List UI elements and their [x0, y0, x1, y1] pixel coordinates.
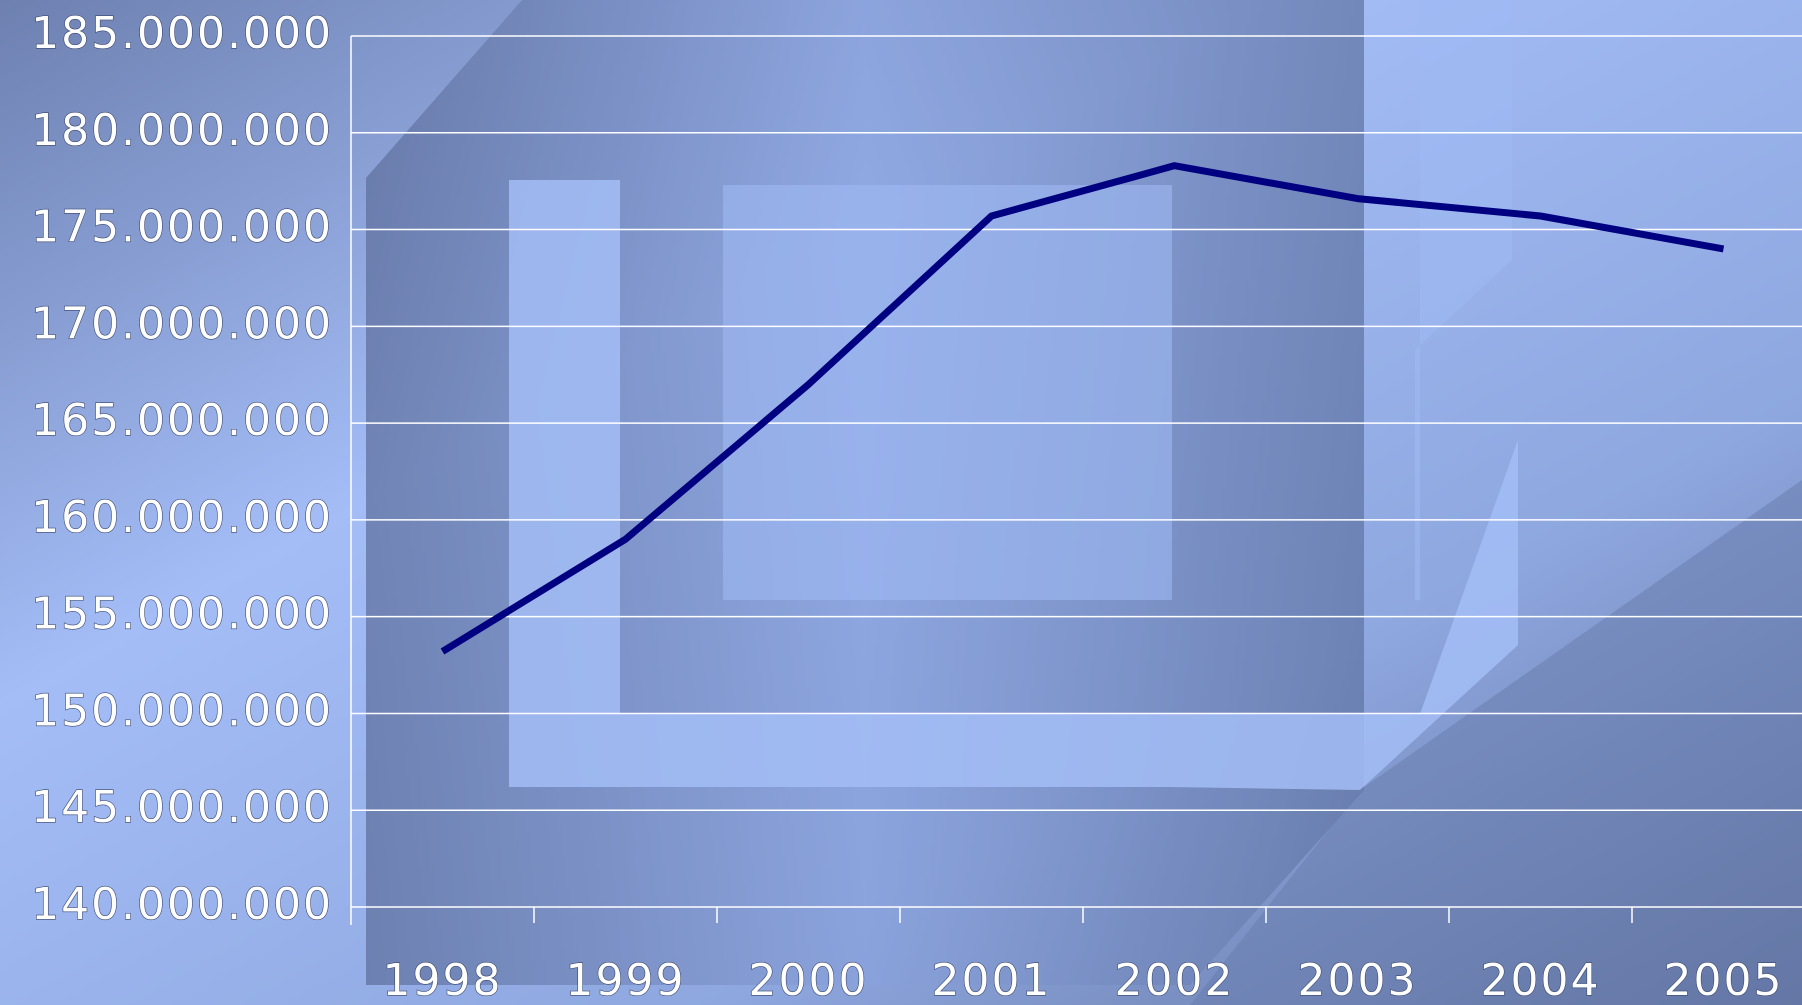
x-tick-label: 1998: [383, 955, 503, 1005]
y-tick-label: 145.000.000: [31, 782, 333, 833]
decoration: [723, 0, 1512, 600]
y-tick-label: 155.000.000: [31, 589, 333, 640]
y-tick-label: 180.000.000: [31, 105, 333, 156]
x-tick-label: 1999: [566, 955, 686, 1005]
y-tick-label: 165.000.000: [31, 395, 333, 446]
x-tick-label: 2003: [1298, 955, 1418, 1005]
y-tick-label: 175.000.000: [31, 202, 333, 253]
x-tick-label: 2001: [932, 955, 1052, 1005]
decoration: [509, 180, 1518, 790]
x-tick-label: 2000: [749, 955, 869, 1005]
y-tick-label: 140.000.000: [31, 879, 333, 930]
x-tick-label: 2005: [1664, 955, 1784, 1005]
y-tick-label: 160.000.000: [31, 492, 333, 543]
decoration: [1190, 480, 1802, 1005]
data-line: [440, 162, 1725, 655]
x-tick-label: 2002: [1115, 955, 1235, 1005]
y-tick-label: 150.000.000: [31, 685, 333, 736]
y-tick-label: 185.000.000: [31, 8, 333, 59]
x-tick-label: 2004: [1481, 955, 1601, 1005]
y-tick-label: 170.000.000: [31, 298, 333, 349]
